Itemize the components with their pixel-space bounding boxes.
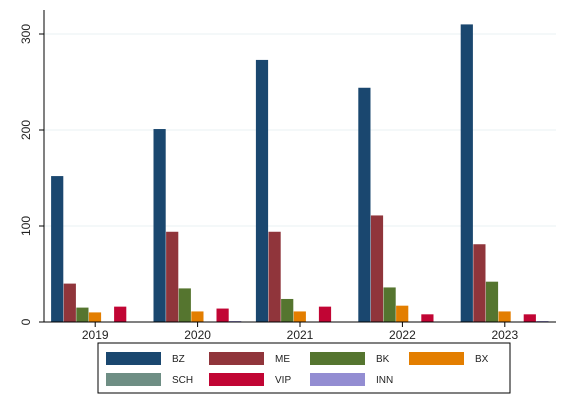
bar-vip-2021 [318,306,332,322]
bar-vip-2019 [114,306,127,322]
bar-me-2022 [370,215,384,322]
legend-label-bk: BK [376,354,390,365]
legend-swatch-bk [310,352,365,365]
legend-label-bx: BX [475,354,489,365]
legend: BZ ME BK BX SCH VIP INN [97,342,511,394]
bar-me-2023 [473,244,486,322]
bar-bx-2021 [293,311,306,322]
legend-label-me: ME [275,354,290,365]
x-tick-label: 2021 [287,328,314,342]
x-tick-label: 2022 [389,328,416,342]
bar-bk-2022 [383,287,396,322]
bar-bz-2019 [51,176,64,322]
y-tick-label: 300 [19,24,33,44]
x-tick-label: 2023 [491,328,518,342]
legend-box [97,342,511,394]
legend-swatch-sch [106,373,161,386]
y-tick-label: 0 [19,318,33,325]
bar-me-2021 [268,231,281,322]
bar-vip-2022 [421,314,434,322]
bar-bk-2023 [485,281,499,322]
bar-bz-2021 [255,59,269,323]
bars [51,24,549,323]
bar-bk-2019 [76,307,89,322]
bar-bz-2023 [460,24,473,323]
x-tick-label: 2019 [82,328,109,342]
bar-bz-2022 [358,87,371,322]
legend-label-inn: INN [376,375,393,386]
legend-swatch-inn [310,373,365,386]
bar-bk-2020 [178,288,191,322]
bar-me-2020 [166,231,179,322]
bar-bx-2020 [191,311,204,322]
bar-bx-2019 [88,312,102,322]
bar-bz-2020 [153,129,166,322]
bar-bx-2023 [498,311,511,322]
y-tick-label: 100 [19,216,33,236]
legend-swatch-vip [209,373,264,386]
legend-swatch-bz [106,352,161,365]
legend-label-sch: SCH [172,375,193,386]
bar-vip-2020 [216,308,229,322]
bar-me-2019 [63,283,76,322]
bar-bx-2022 [396,305,409,322]
y-ticks: 0 100 200 300 [19,24,44,325]
x-tick-label: 2020 [184,328,211,342]
legend-swatch-bx [409,352,464,365]
y-tick-label: 200 [19,120,33,140]
legend-label-vip: VIP [275,375,291,386]
bar-vip-2023 [523,314,536,322]
x-ticks: 2019 2020 2021 2022 2023 [82,322,518,342]
legend-swatch-me [209,352,264,365]
bar-bk-2021 [281,298,294,322]
legend-label-bz: BZ [172,354,185,365]
